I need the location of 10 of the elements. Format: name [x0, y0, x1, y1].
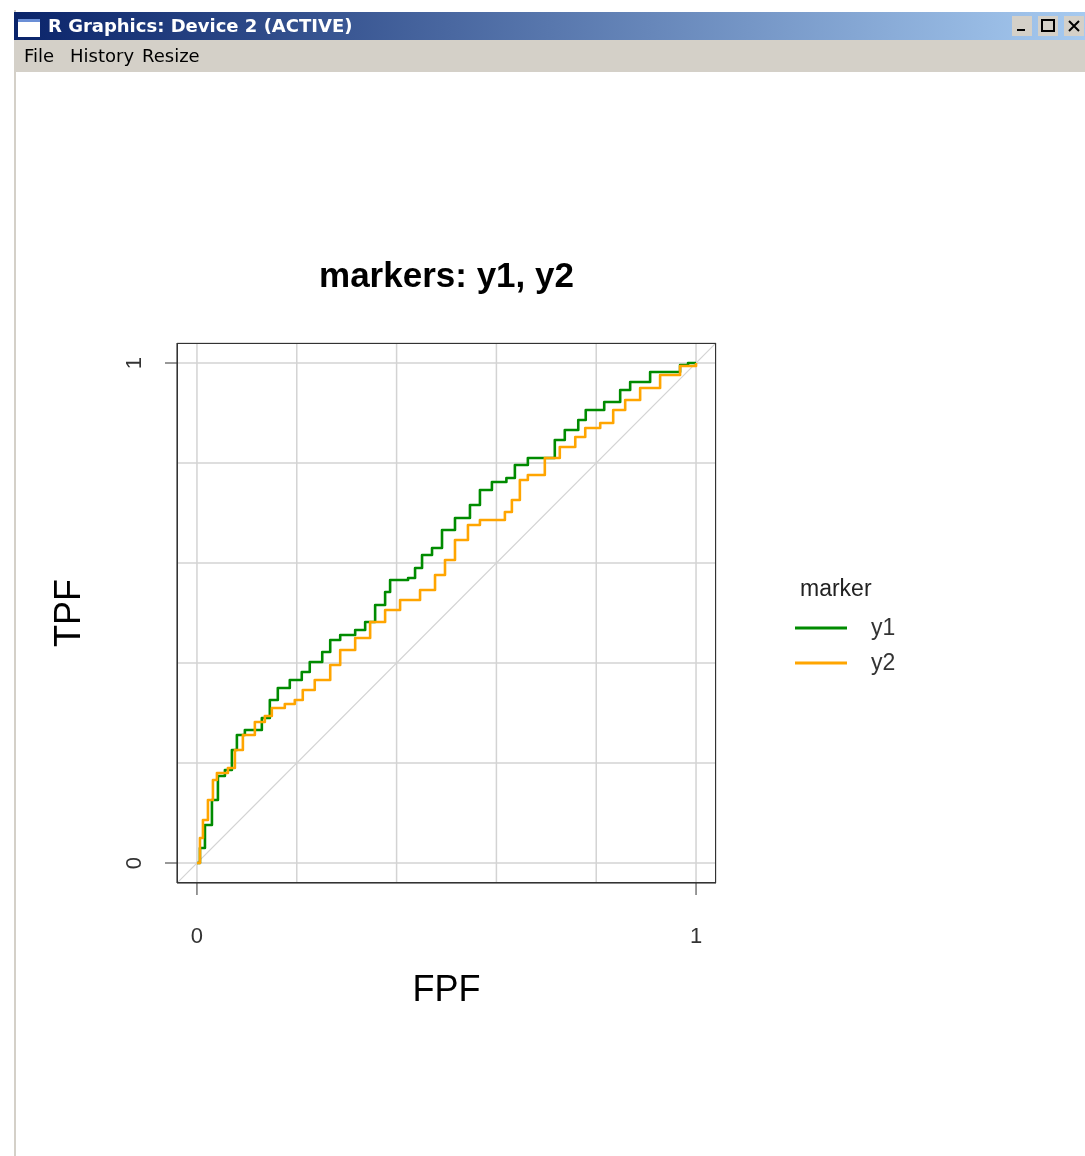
text: History	[70, 45, 135, 66]
x-axis-title: FPF	[411, 968, 482, 1010]
legend-label: y1	[871, 614, 896, 641]
text: Resize	[142, 45, 200, 66]
y-axis-title: TPF	[47, 579, 89, 647]
text: File	[24, 45, 55, 66]
chart-title: markers: y1, y2	[318, 255, 575, 295]
legend-label: y2	[871, 649, 896, 676]
legend-title: marker	[800, 575, 873, 602]
text: R Graphics: Device 2 (ACTIVE)	[48, 15, 353, 36]
